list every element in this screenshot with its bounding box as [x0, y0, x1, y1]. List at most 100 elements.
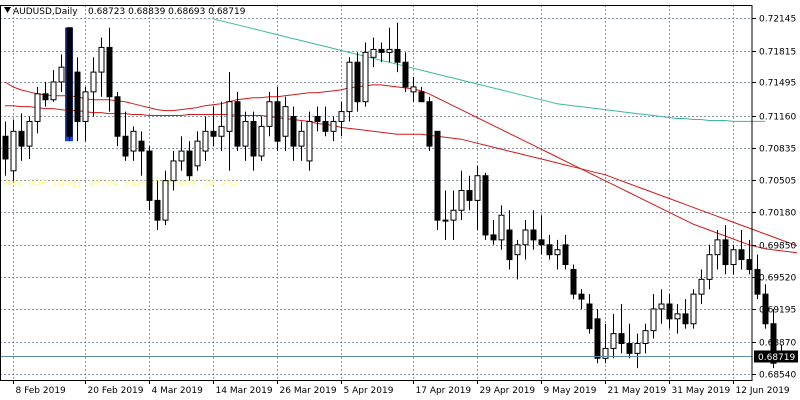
candle — [642, 323, 649, 354]
candle-body-bear — [738, 249, 745, 261]
candle-body-bull — [58, 66, 65, 83]
candle-body-bull — [474, 175, 481, 201]
candle — [10, 119, 17, 181]
x-tick-label: 20 Feb 2019 — [88, 386, 144, 396]
candle — [146, 146, 153, 211]
y-tick-label: 0.69195 — [759, 306, 796, 316]
candle-body-bull — [650, 308, 657, 332]
candle-body-bear — [578, 293, 585, 300]
candle — [250, 111, 257, 171]
candle — [274, 86, 281, 152]
dropdown-triangle-icon[interactable] — [4, 7, 11, 13]
candle-body-bull — [690, 293, 697, 325]
candle — [306, 111, 313, 171]
candle-body-bear — [2, 135, 9, 160]
long-ma-line — [212, 18, 765, 122]
candle — [586, 294, 593, 334]
candle-body-bull — [642, 330, 649, 344]
current-price-label: 0.68719 — [754, 350, 798, 363]
candle-body-bull — [10, 130, 17, 172]
candle — [722, 225, 729, 275]
candle-body-bear — [626, 342, 633, 354]
candle-body-bear — [146, 150, 153, 201]
candle — [314, 106, 321, 132]
candle-body-bull — [346, 61, 353, 113]
candle-body-bull — [450, 209, 457, 221]
candle-body-bear — [274, 101, 281, 142]
y-tick-label: 0.68540 — [759, 371, 796, 381]
candle — [138, 131, 145, 176]
candle — [106, 27, 113, 112]
candle-body-bull — [242, 120, 249, 147]
x-tick-label: 17 Apr 2019 — [416, 386, 472, 396]
candle — [466, 175, 473, 211]
candle — [298, 121, 305, 161]
x-tick-label: 8 Feb 2019 — [16, 386, 67, 396]
candle — [738, 230, 745, 270]
candle — [450, 190, 457, 240]
candle — [290, 106, 297, 161]
candle — [666, 294, 673, 329]
y-tick-label: 0.71495 — [759, 79, 796, 89]
candle — [82, 86, 89, 142]
candle-body-bear — [402, 61, 409, 88]
candle-body-bear — [250, 120, 257, 157]
candle-body-bull — [330, 120, 337, 132]
candle — [490, 220, 497, 245]
x-axis: 8 Feb 2019 20 Feb 2019 4 Mar 2019 14 Mar 20… — [13, 380, 790, 396]
candle-body-bull — [602, 347, 609, 359]
candle-body-bull — [202, 130, 209, 152]
candle — [42, 81, 49, 107]
candle-body-bull — [698, 278, 705, 295]
candle — [546, 234, 553, 260]
candle-body-bull — [306, 120, 313, 162]
candle-body-bull — [226, 101, 233, 132]
candle — [218, 101, 225, 152]
candle-body-bull — [674, 313, 681, 320]
y-tick-label: 0.70180 — [759, 209, 796, 219]
candle — [442, 190, 449, 240]
candle — [458, 170, 465, 221]
candle — [610, 313, 617, 359]
y-tick-label: 0.71160 — [759, 113, 796, 123]
candle-body-bear — [746, 259, 753, 270]
candle-body-bull — [410, 86, 417, 93]
candle-body-bull — [162, 180, 169, 221]
candle-body-bull — [50, 81, 57, 101]
candle — [226, 72, 233, 171]
candle — [386, 27, 393, 63]
candle-body-bull — [26, 120, 33, 147]
candle-body-bear — [618, 333, 625, 344]
candle — [322, 106, 329, 137]
candle — [162, 170, 169, 226]
candle — [626, 323, 633, 359]
y-axis: 0.72145 0.71815 0.71495 0.71160 0.70835 0.705… — [752, 15, 796, 381]
candle-body-bull — [714, 239, 721, 256]
candle-body-bull — [90, 71, 97, 93]
y-tick-label: 0.72145 — [759, 15, 796, 25]
candle — [330, 116, 337, 142]
candle-body-bear — [722, 239, 729, 266]
candle-body-bear — [570, 268, 577, 295]
candle — [170, 151, 177, 191]
candle-body-bear — [354, 61, 361, 103]
candle — [634, 333, 641, 369]
candle-body-bull — [362, 51, 369, 103]
candle — [26, 116, 33, 159]
candle — [154, 180, 161, 230]
y-tick-label: 0.70835 — [759, 145, 796, 155]
candle-body-bull — [34, 93, 41, 122]
candle-body-bull — [130, 130, 137, 152]
y-tick-label: 0.71815 — [759, 48, 796, 58]
x-tick-label: 5 Apr 2019 — [344, 386, 394, 396]
candle — [578, 289, 585, 309]
y-tick-label: 0.68870 — [759, 339, 796, 349]
candle-body-bear — [394, 48, 401, 63]
candle — [282, 96, 289, 152]
candle-body-bear — [122, 135, 129, 157]
candle — [674, 304, 681, 334]
candle-body-bear — [490, 234, 497, 241]
candle — [562, 234, 569, 270]
candle-body-bull — [338, 111, 345, 122]
candle-body-bear — [418, 91, 425, 103]
